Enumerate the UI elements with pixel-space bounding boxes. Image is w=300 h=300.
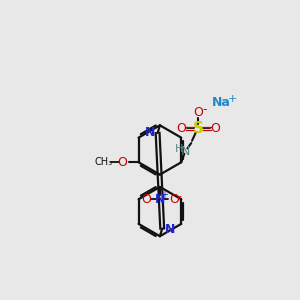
Text: O: O bbox=[118, 156, 127, 169]
Text: N: N bbox=[181, 145, 190, 158]
Text: O: O bbox=[210, 122, 220, 135]
Text: N: N bbox=[155, 193, 165, 206]
Text: O: O bbox=[141, 193, 151, 206]
Text: Na: Na bbox=[212, 96, 231, 109]
Text: -: - bbox=[202, 103, 207, 116]
Text: S: S bbox=[193, 121, 204, 136]
Text: O: O bbox=[193, 106, 203, 119]
Text: O: O bbox=[176, 122, 186, 135]
Text: N: N bbox=[145, 126, 155, 139]
Text: N: N bbox=[165, 223, 175, 236]
Text: CH₃: CH₃ bbox=[94, 157, 112, 167]
Text: +: + bbox=[227, 94, 237, 104]
Text: H: H bbox=[175, 144, 183, 154]
Text: O: O bbox=[169, 193, 179, 206]
Text: -: - bbox=[178, 191, 182, 201]
Text: +: + bbox=[160, 190, 168, 200]
